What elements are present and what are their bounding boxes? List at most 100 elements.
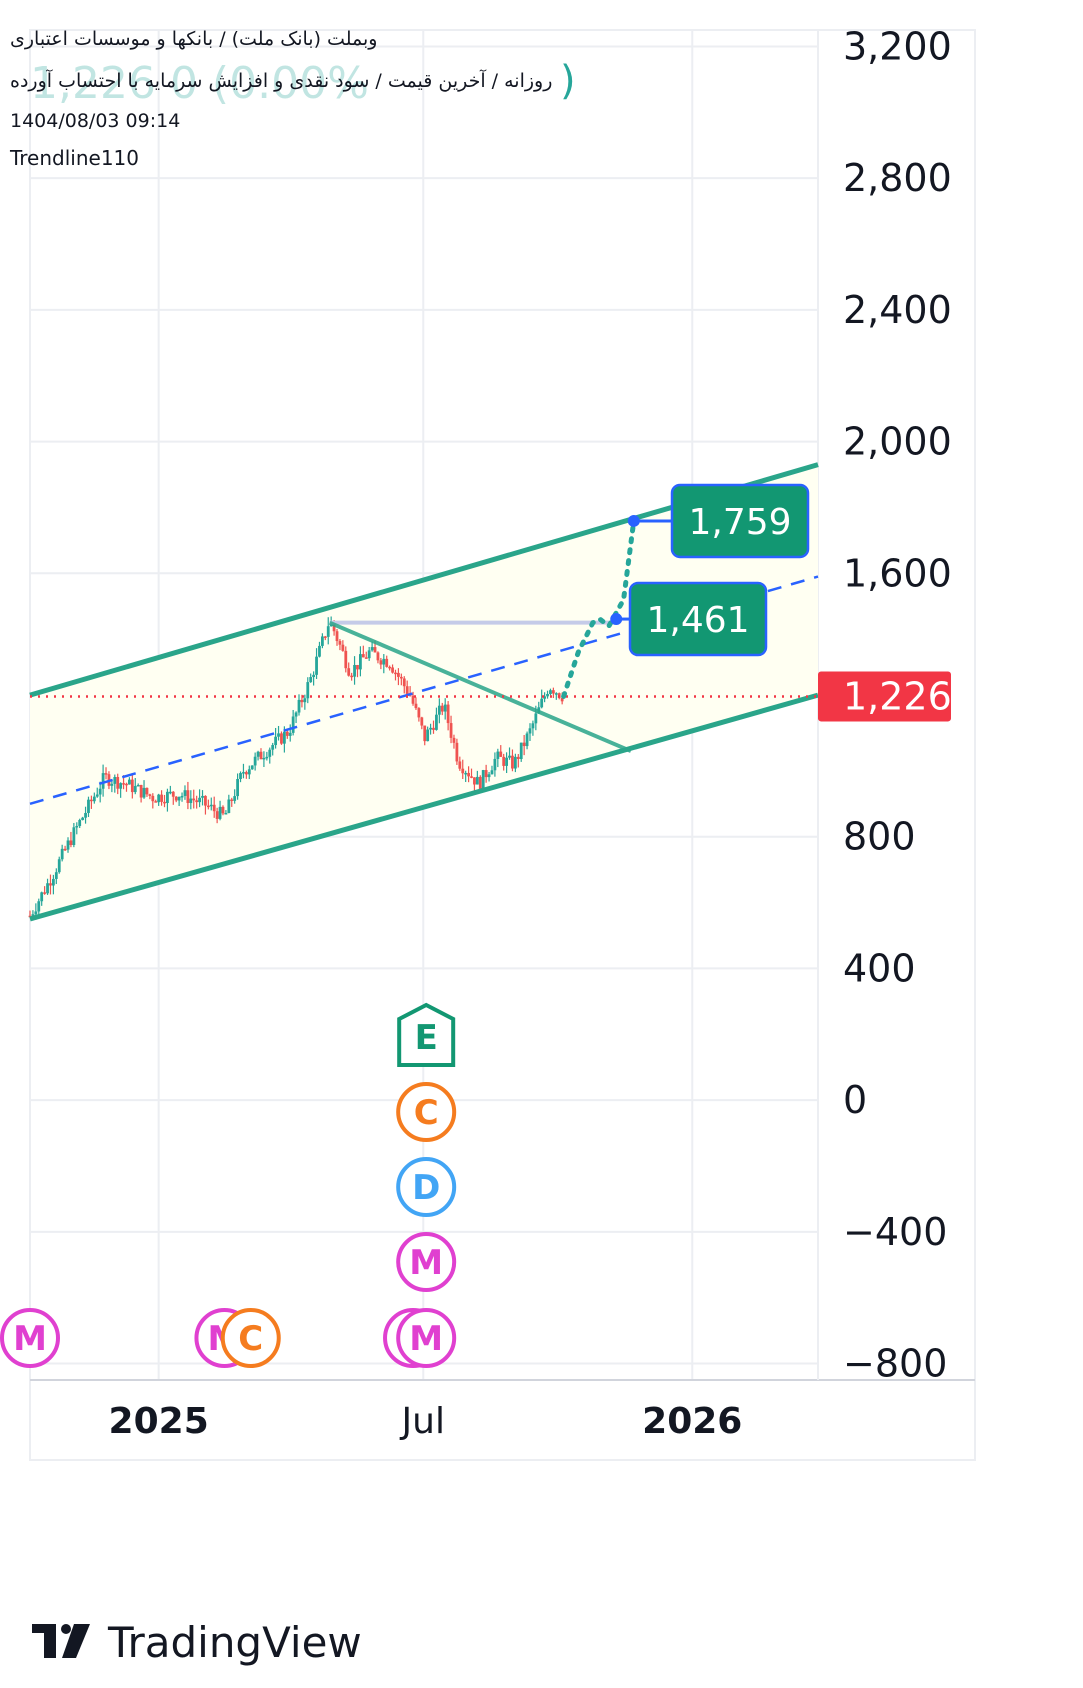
candle-body (31, 914, 35, 916)
candle-body (370, 647, 374, 651)
tradingview-logo-icon (32, 1624, 90, 1658)
candle-body (54, 872, 58, 879)
candle-body (268, 749, 272, 757)
candle-body (505, 757, 509, 766)
y-tick-label: 400 (843, 946, 916, 990)
event-letter: M (409, 1243, 443, 1283)
event-earnings-icon (397, 1002, 456, 1067)
candle-body (227, 799, 231, 813)
target-tag (628, 581, 768, 657)
candle-body (145, 787, 149, 795)
x-tick-label: 2025 (109, 1401, 209, 1442)
candle-body (347, 668, 351, 676)
candle-body (519, 742, 523, 759)
candle-body (376, 652, 380, 661)
candle-body (440, 705, 444, 712)
candle-body (344, 650, 348, 669)
candle-body (432, 727, 435, 730)
event-dividend-icon (396, 1157, 457, 1217)
candle-body (551, 690, 555, 694)
candle-body (508, 755, 511, 758)
candle-body (502, 756, 506, 766)
event-letter: C (414, 1093, 439, 1133)
candle-body (443, 704, 447, 712)
candle-body (168, 791, 172, 794)
candle-body (546, 693, 549, 697)
candle-body (367, 650, 371, 659)
event-letter: M (13, 1319, 47, 1359)
candle-body (338, 641, 342, 645)
candle-body (481, 770, 485, 789)
candle-body (391, 667, 394, 673)
drawings: 1,759 1,461 (29, 462, 819, 922)
candle-body (429, 727, 432, 730)
candle-body (84, 812, 87, 818)
symbol-line: وبملت (بانک ملت) / بانکها و موسسات اعتبا… (10, 28, 378, 50)
candle-body (423, 725, 427, 742)
x-tick-label: Jul (400, 1401, 445, 1442)
y-tick-label: 1,600 (843, 551, 952, 595)
target-tag (670, 483, 810, 559)
descending-trendline (328, 620, 632, 753)
candle-body (122, 783, 125, 785)
y-tick-label: 2,400 (843, 288, 952, 332)
candle-body (177, 796, 181, 801)
candle-body (98, 788, 102, 795)
x-tick-label: 2026 (642, 1401, 742, 1442)
ghost-price-line: 1,226 0 (0.00% (30, 58, 369, 109)
candle-body (353, 664, 356, 677)
candle-body (95, 794, 99, 797)
candle-body (373, 647, 377, 653)
candle-body (34, 911, 38, 915)
candle-body (212, 804, 216, 812)
y-tick-label: −800 (843, 1342, 947, 1386)
candle-body (540, 698, 544, 708)
candle-body (318, 645, 321, 657)
candle-body (493, 758, 497, 771)
candle-body (397, 672, 400, 677)
candle-body (312, 674, 316, 678)
tradingview-branding[interactable]: TradingView (32, 1612, 362, 1672)
last-price-label: 1,226 (843, 674, 952, 718)
y-tick-label: 2,800 (843, 156, 952, 200)
candle-body (458, 761, 462, 769)
candle-body (166, 791, 169, 804)
candle-body (464, 772, 468, 775)
candle-body (92, 796, 96, 802)
candle-body (335, 631, 339, 642)
candle-body (455, 742, 459, 762)
target-tag-label: 1,759 (688, 502, 791, 543)
candle-body (309, 677, 313, 683)
candle-body (277, 733, 280, 737)
candle-body (294, 712, 298, 717)
candle-body (426, 729, 430, 742)
event-meeting-icon (396, 1308, 457, 1368)
candle-body (133, 786, 137, 793)
candle-body (461, 768, 465, 774)
candle-body (69, 840, 73, 845)
candle-body (543, 696, 547, 699)
candle-body (499, 751, 503, 757)
candle-body (221, 806, 225, 814)
candle-body (411, 695, 415, 704)
candle-body (157, 794, 161, 803)
candle-body (297, 699, 301, 713)
candle-body (300, 699, 304, 703)
candle-body (467, 772, 470, 777)
candle-body (385, 658, 389, 667)
candle-body (356, 664, 359, 670)
candle-body (218, 806, 222, 819)
candle-body (475, 776, 479, 785)
candle-body (160, 794, 163, 802)
candle-body (511, 755, 514, 769)
candle-body (72, 827, 76, 845)
candle-body (78, 819, 82, 826)
candle-body (473, 777, 476, 785)
target-tag-label: 1,461 (646, 600, 749, 641)
candle-body (291, 716, 295, 733)
candle-body (513, 756, 517, 769)
candle-body (125, 783, 128, 786)
candle-body (361, 654, 365, 658)
candle-body (306, 682, 310, 699)
